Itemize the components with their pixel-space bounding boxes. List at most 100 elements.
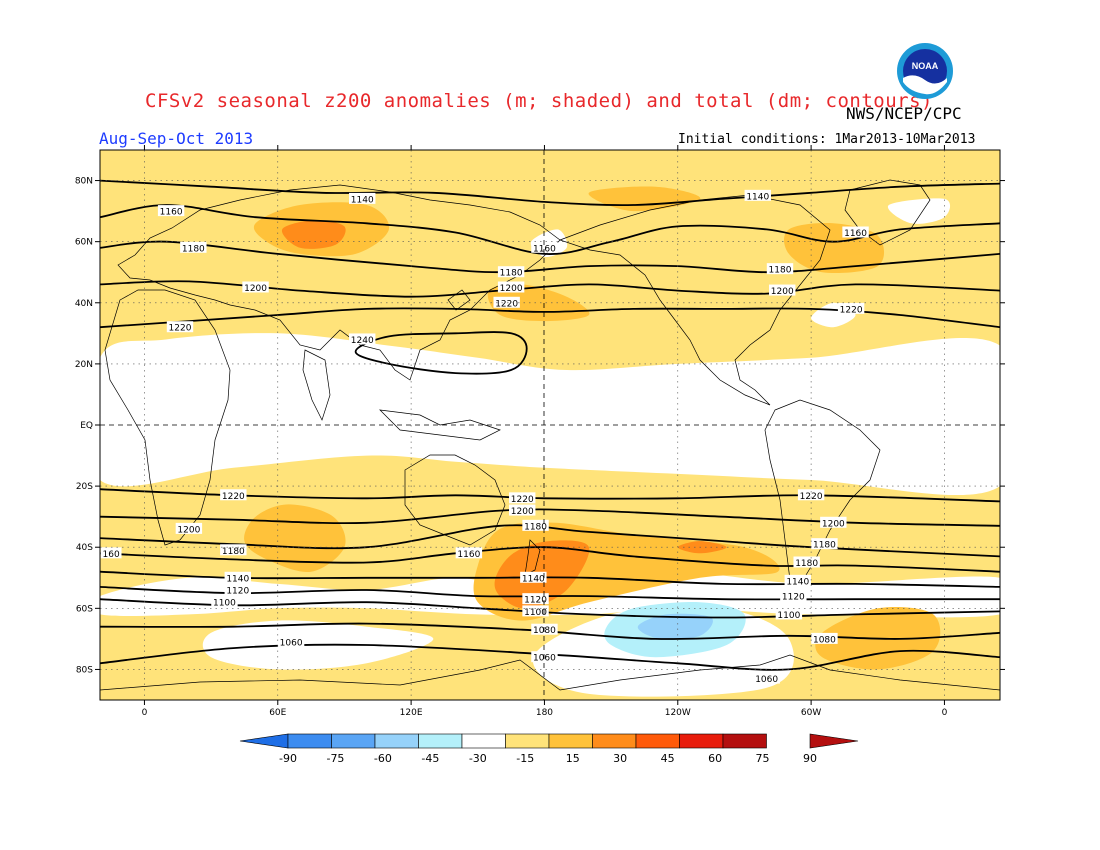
colorbar-label: -45 bbox=[421, 752, 439, 765]
contour-label-bg bbox=[522, 605, 549, 617]
initial-conditions-label: Initial conditions: 1Mar2013-10Mar2013 bbox=[678, 132, 976, 147]
contour-label-bg bbox=[775, 608, 803, 620]
lon-tick-label: 0 bbox=[942, 708, 948, 718]
colorbar-box bbox=[331, 733, 376, 749]
colorbar-arrow-left bbox=[239, 733, 289, 749]
colorbar-arrow-right bbox=[809, 733, 859, 749]
contour-label-bg bbox=[224, 584, 251, 595]
contour-line-1200 bbox=[100, 508, 1000, 527]
contour-label-bg bbox=[509, 504, 536, 516]
contour-line-1140 bbox=[100, 179, 1000, 206]
contour-label: 1160 bbox=[844, 229, 867, 239]
lon-tick-label: 180 bbox=[536, 708, 553, 718]
contour-label: 160 bbox=[103, 550, 120, 560]
contour-label-bg bbox=[493, 296, 520, 308]
contour-label-bg bbox=[531, 623, 558, 635]
contour-label: 1240 bbox=[351, 336, 374, 346]
colorbar-box bbox=[461, 733, 506, 749]
anomaly-region bbox=[100, 333, 1000, 495]
contour-label-bg bbox=[175, 522, 203, 534]
contour-label: 1180 bbox=[524, 522, 547, 532]
contour-label: 1220 bbox=[222, 492, 245, 502]
lat-tick-label: 60S bbox=[76, 604, 93, 614]
contour-label-bg bbox=[100, 547, 122, 559]
colorbar-box bbox=[635, 733, 680, 749]
plot-title: CFSv2 seasonal z200 anomalies (m; shaded… bbox=[145, 90, 933, 112]
contour-label: 1100 bbox=[524, 608, 547, 618]
contour-label: 1060 bbox=[280, 638, 303, 648]
contour-label: 1200 bbox=[511, 507, 534, 517]
contour-label: 1160 bbox=[160, 208, 183, 218]
contour-label-bg bbox=[780, 590, 807, 602]
colorbar-box bbox=[418, 733, 463, 749]
contour-label: 1180 bbox=[813, 541, 836, 551]
colorbar-box bbox=[592, 733, 637, 749]
contour-label-bg bbox=[744, 189, 771, 201]
contour-label-bg bbox=[497, 281, 525, 293]
contour-label: 1180 bbox=[222, 547, 245, 557]
contour-line-1080 bbox=[100, 622, 1000, 640]
contour-label: 1140 bbox=[786, 577, 809, 587]
agency-label: NWS/NCEP/CPC bbox=[846, 104, 962, 123]
colorbar-label: 60 bbox=[708, 752, 722, 765]
contour-label: 1100 bbox=[213, 599, 236, 609]
colorbar-label: 45 bbox=[661, 752, 675, 765]
lon-tick-label: 60W bbox=[801, 708, 821, 718]
contour-label-bg bbox=[531, 651, 558, 663]
contour-label-bg bbox=[224, 571, 251, 583]
contour-label: 1140 bbox=[226, 574, 249, 584]
contour-label: 1220 bbox=[495, 299, 518, 309]
contour-label-bg bbox=[497, 266, 525, 278]
contour-label: 1180 bbox=[182, 244, 205, 254]
anomaly-region bbox=[281, 220, 346, 249]
lat-tick-label: 40S bbox=[76, 543, 93, 553]
contour-label: 1200 bbox=[771, 287, 794, 297]
season-label: Aug-Sep-Oct 2013 bbox=[99, 129, 254, 148]
contour-line-1160 bbox=[100, 204, 1000, 255]
lat-tick-label: 80S bbox=[76, 665, 93, 675]
axis-ticks: 80N 60N 40N 20N EQ 20S 40S 60S 80S 0 60E 120E 180 120… bbox=[75, 145, 1005, 718]
lon-tick-label: 0 bbox=[142, 708, 148, 718]
lon-tick-label: 120E bbox=[400, 708, 423, 718]
lon-tick-label: 120W bbox=[665, 708, 691, 718]
contour-label: 1220 bbox=[169, 324, 192, 334]
contour-label: 1120 bbox=[226, 587, 249, 597]
contour-label-bg bbox=[820, 516, 847, 528]
contour-label: 1200 bbox=[244, 284, 267, 294]
lat-tick-label: EQ bbox=[80, 421, 93, 431]
colorbar-label: -90 bbox=[279, 752, 297, 765]
anomaly-region bbox=[677, 541, 727, 554]
contour-label-bg bbox=[753, 672, 780, 684]
contour-label-bg bbox=[157, 205, 185, 217]
contour-label-bg bbox=[277, 635, 305, 647]
colorbar-label: 75 bbox=[756, 752, 770, 765]
contour-line-1180 bbox=[100, 240, 1000, 274]
contour-label: 1180 bbox=[795, 559, 818, 569]
lat-tick-label: 20N bbox=[75, 360, 93, 370]
contour-label: 1060 bbox=[755, 675, 778, 685]
contour-label: 1180 bbox=[500, 269, 523, 279]
colorbar-label: -60 bbox=[374, 752, 392, 765]
anomaly-region bbox=[887, 198, 951, 224]
contour-label-bg bbox=[242, 281, 269, 293]
contour-label: 1180 bbox=[769, 266, 792, 276]
contour-label-bg bbox=[522, 519, 549, 531]
colorbar-box bbox=[679, 733, 724, 749]
colorbar-label: -15 bbox=[516, 752, 534, 765]
contour-label: 1200 bbox=[500, 284, 523, 294]
contour-label: 1120 bbox=[782, 593, 805, 603]
colorbar-box bbox=[287, 733, 332, 749]
contour-label-bg bbox=[811, 632, 838, 644]
contour-label-bg bbox=[509, 492, 536, 504]
contour-label: 1160 bbox=[457, 550, 480, 560]
contour-label-bg bbox=[455, 547, 483, 559]
contour-label: 1220 bbox=[840, 305, 863, 315]
contour-label-bg bbox=[769, 284, 796, 296]
contour-label: 1220 bbox=[511, 495, 534, 505]
colorbar-box bbox=[505, 733, 550, 749]
noaa-logo-text: NOAA bbox=[912, 61, 939, 71]
colorbar-box bbox=[722, 733, 767, 749]
contour-label-bg bbox=[220, 489, 247, 501]
contour-label-bg bbox=[793, 556, 820, 568]
colorbar-label: -75 bbox=[326, 752, 344, 765]
